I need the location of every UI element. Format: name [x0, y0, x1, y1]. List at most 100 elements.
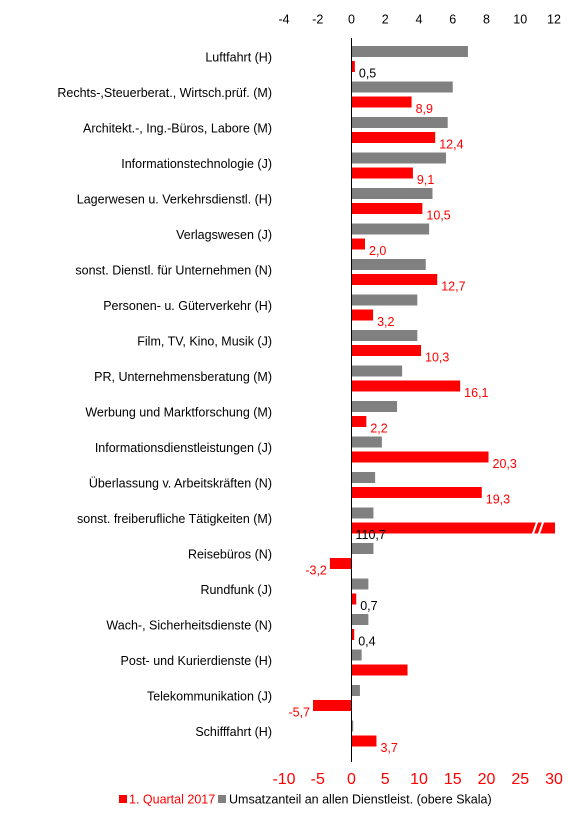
value-label: 2,2: [370, 421, 387, 435]
bar: [351, 188, 433, 199]
category-label: Werbung und Marktforschung (M): [85, 405, 272, 419]
bar: [351, 132, 436, 143]
value-label: 19,3: [486, 492, 510, 506]
category-label: Architekt.-, Ing.-Büros, Labore (M): [83, 121, 272, 135]
category-label: Telekommunikation (J): [147, 689, 272, 703]
legend-swatch: [119, 795, 127, 803]
bar: [351, 238, 365, 250]
category-label: Personen- u. Güterverkehr (H): [103, 299, 272, 313]
x2-tick-label: -4: [278, 12, 289, 26]
x2-tick-label: 0: [348, 12, 355, 26]
value-label: 3,7: [380, 741, 397, 755]
category-label: Rundfunk (J): [200, 583, 272, 597]
category-label: Wach-, Sicherheitsdienste (N): [106, 618, 272, 632]
x-tick-label: 15: [444, 771, 462, 788]
bar: [351, 593, 357, 605]
bar: [351, 507, 374, 519]
legend-swatch: [218, 795, 226, 803]
x-tick-label: -10: [272, 771, 295, 788]
x2-tick-label: 12: [547, 12, 561, 26]
bar: [351, 451, 489, 463]
bar: [351, 664, 408, 676]
bar: [351, 472, 376, 483]
legend-label: Umsatzanteil an allen Dienstleist. (ober…: [229, 792, 492, 806]
bar: [351, 46, 468, 57]
value-label: 20,3: [493, 457, 517, 471]
value-label: 0,5: [359, 66, 376, 80]
bar: [351, 330, 418, 341]
bar: [351, 203, 423, 214]
axis-break: [537, 519, 545, 537]
category-label: Rechts-,Steuerberat., Wirtsch.prüf. (M): [57, 86, 272, 100]
bar: [351, 522, 555, 534]
bar: [351, 345, 422, 356]
category-label: Luftfahrt (H): [205, 50, 272, 64]
category-label: Informationstechnologie (J): [121, 157, 272, 171]
value-label: 3,2: [377, 315, 394, 329]
plot-area: [313, 46, 555, 747]
bar: [351, 96, 412, 108]
bar: [351, 416, 367, 427]
x-tick-label: 10: [410, 771, 428, 788]
x2-tick-label: 6: [449, 12, 456, 26]
bar: [351, 685, 360, 696]
category-label: Film, TV, Kino, Musik (J): [137, 334, 272, 348]
category-label: Post- und Kurierdienste (H): [121, 654, 272, 668]
value-label: 10,5: [426, 208, 450, 222]
value-label: 12,4: [439, 137, 463, 151]
bar: [351, 223, 430, 235]
x-tick-label: 25: [511, 771, 529, 788]
x2-tick-label: 10: [513, 12, 527, 26]
category-label: Schifffahrt (H): [195, 725, 272, 739]
bar: [351, 436, 382, 448]
bar: [351, 365, 403, 377]
bar: [351, 152, 446, 164]
category-label: Verlagswesen (J): [176, 228, 272, 242]
bar: [351, 401, 398, 412]
x2-tick-label: -2: [312, 12, 323, 26]
bar: [351, 735, 377, 747]
value-label: -5,7: [288, 705, 310, 719]
value-label: -3,2: [305, 563, 327, 577]
value-label: 12,7: [441, 279, 465, 293]
value-label: 16,1: [464, 386, 488, 400]
value-label: 110,7: [356, 528, 386, 542]
category-label: sonst. freiberufliche Tätigkeiten (M): [77, 512, 272, 526]
value-label: 9,1: [417, 173, 434, 187]
category-label: sonst. Dienstl. für Unternehmen (N): [75, 263, 272, 277]
bar: [329, 558, 352, 569]
category-label: PR, Unternehmensberatung (M): [94, 370, 272, 384]
bar: [351, 259, 426, 270]
x2-tick-label: 8: [483, 12, 490, 26]
bar: [351, 720, 354, 732]
legend-label: 1. Quartal 2017: [129, 792, 215, 806]
x-tick-label: -5: [311, 771, 325, 788]
bar: [351, 578, 369, 590]
x-tick-label: 30: [545, 771, 563, 788]
bar: [313, 700, 352, 711]
value-label: 10,3: [425, 350, 449, 364]
value-label: 2,0: [369, 244, 386, 258]
bar: [351, 81, 453, 93]
bar: [351, 649, 362, 661]
x-tick-label: 20: [478, 771, 496, 788]
category-label: Lagerwesen u. Verkehrsdienstl. (H): [77, 192, 272, 206]
category-label: Reisebüros (N): [188, 547, 272, 561]
category-label: Überlassung v. Arbeitskräften (N): [89, 476, 272, 490]
bar: [351, 117, 448, 128]
bar: [351, 294, 418, 306]
x-tick-label: 5: [381, 771, 390, 788]
bar: [351, 274, 438, 285]
bar: [351, 614, 369, 625]
bar: [351, 629, 355, 640]
x-tick-label: 0: [347, 771, 356, 788]
value-label: 0,7: [360, 599, 377, 613]
axis-break: [531, 519, 539, 537]
bar: [351, 487, 482, 498]
x2-tick-label: 4: [416, 12, 423, 26]
bar: [351, 309, 374, 321]
bar: [351, 543, 374, 554]
category-label: Informationsdienstleistungen (J): [95, 441, 272, 455]
bar: [351, 167, 413, 179]
